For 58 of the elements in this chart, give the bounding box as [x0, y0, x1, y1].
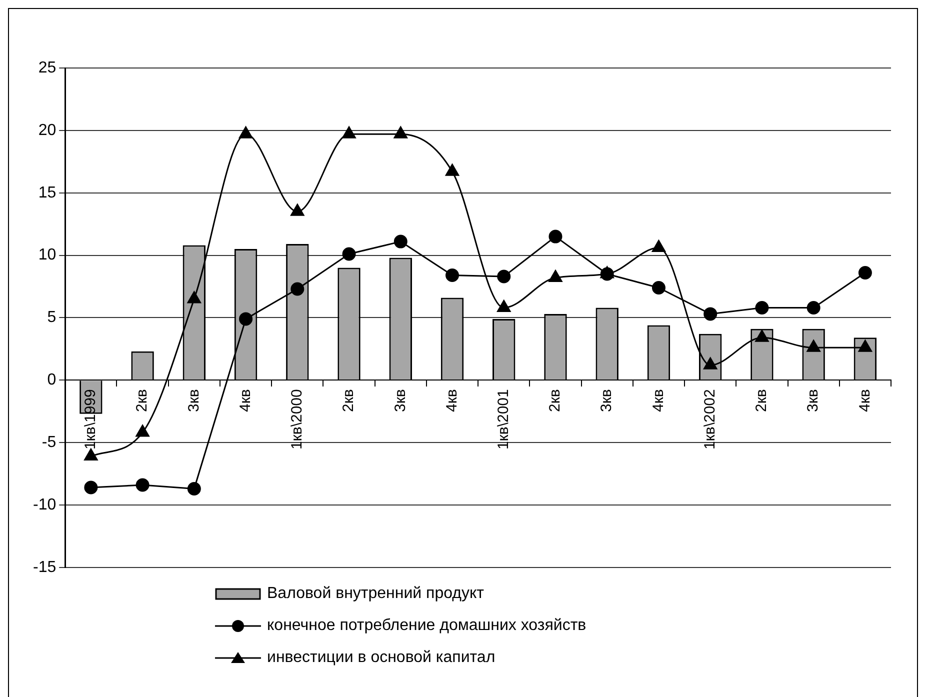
point — [136, 478, 150, 492]
x-tick-label: 1кв\1999 — [82, 389, 100, 450]
y-tick-label: 20 — [38, 122, 56, 139]
point — [652, 280, 666, 294]
point — [136, 424, 150, 437]
x-tick-label: 4кв — [856, 389, 874, 412]
x-tick-label: 1кв\2000 — [288, 389, 306, 450]
x-tick-label: 2кв — [753, 389, 770, 412]
point — [755, 300, 769, 314]
point — [394, 126, 408, 138]
x-tick-label: 2кв — [134, 389, 151, 412]
point — [652, 240, 666, 252]
y-tick-label: 0 — [47, 372, 56, 389]
point — [806, 340, 820, 352]
point — [342, 126, 356, 138]
point — [446, 268, 460, 282]
point — [548, 230, 562, 244]
x-tick-label: 3кв — [392, 389, 409, 412]
point — [342, 247, 356, 261]
y-tick-label: 25 — [38, 59, 56, 76]
x-tick-label: 1кв\2001 — [495, 389, 512, 450]
y-tick-label: -15 — [33, 558, 56, 576]
y-tick-label: 5 — [47, 309, 56, 326]
point — [445, 164, 460, 176]
x-tick-label: 4кв — [236, 389, 254, 412]
point — [704, 307, 718, 321]
x-tick-label: 3кв — [185, 389, 202, 412]
point — [548, 270, 562, 282]
point — [600, 266, 614, 278]
x-tick-label: 1кв\2002 — [701, 389, 718, 450]
y-tick-label: -10 — [33, 496, 56, 514]
point — [858, 266, 872, 280]
legend-label: конечное потребление домашних хозяйств — [267, 617, 586, 635]
point — [290, 204, 304, 216]
point — [84, 448, 98, 461]
point — [497, 300, 511, 312]
point — [755, 330, 769, 342]
point — [187, 291, 201, 304]
point — [394, 234, 408, 248]
point — [187, 482, 201, 496]
x-tick-label: 4кв — [650, 389, 667, 412]
point — [858, 340, 872, 352]
point — [497, 270, 511, 284]
x-tick-label: 2кв — [546, 389, 564, 412]
y-tick-label: -5 — [42, 434, 56, 451]
x-tick-label: 3кв — [598, 389, 616, 412]
y-tick-label: 10 — [38, 246, 56, 264]
legend-label: Валовой внутренний продукт — [267, 585, 484, 603]
point — [84, 480, 98, 494]
x-tick-label: 3кв — [804, 389, 822, 412]
legend-label: инвестиции в основой капитал — [267, 649, 496, 667]
point — [290, 282, 304, 296]
point — [238, 126, 253, 138]
x-tick-label: 2кв — [340, 389, 358, 412]
point — [239, 312, 253, 326]
point — [806, 300, 820, 314]
x-tick-label: 4кв — [443, 389, 460, 412]
y-tick-label: 15 — [38, 184, 56, 202]
